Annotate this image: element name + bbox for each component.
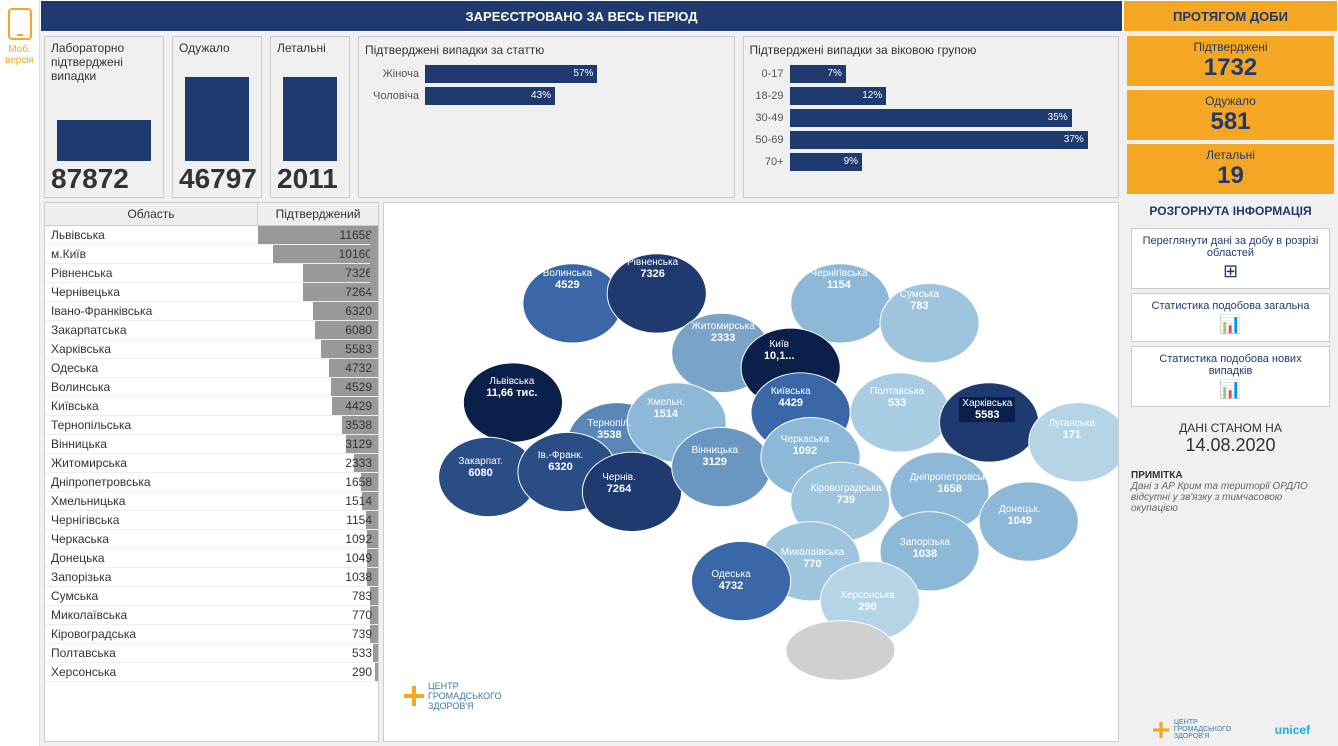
chart-icon: 📊 bbox=[1138, 314, 1323, 335]
info-button-0[interactable]: Переглянути дані за добу в розрізі облас… bbox=[1131, 228, 1330, 289]
table-row[interactable]: Київська 4429 bbox=[45, 397, 378, 416]
map-region-label: Херсонська290 bbox=[840, 590, 894, 613]
table-row[interactable]: Хмельницька 1514 bbox=[45, 492, 378, 511]
phone-icon bbox=[8, 8, 32, 40]
footer-logos: ЦЕНТР ГРОМАДСЬКОГО ЗДОРОВ'Я unicef bbox=[1123, 713, 1338, 746]
table-row[interactable]: Волинська 4529 bbox=[45, 378, 378, 397]
age-bar: 70+ 9% bbox=[750, 153, 1113, 171]
table-row[interactable]: Херсонська 290 bbox=[45, 663, 378, 682]
note-section: ПРИМІТКА Дані з АР Крим та території ОРД… bbox=[1131, 470, 1330, 514]
daily-stat-1: Одужало581 bbox=[1127, 90, 1334, 140]
map-region-label: Волинська4529 bbox=[543, 268, 592, 291]
map-region-label: Київська4429 bbox=[771, 386, 811, 409]
daily-header: ПРОТЯГОМ ДОБИ bbox=[1123, 0, 1338, 32]
map-region-label: Сумська783 bbox=[900, 289, 939, 312]
table-row[interactable]: Черкаська 1092 bbox=[45, 530, 378, 549]
total-stat-0: Лабораторно підтверджені випадки 87872 bbox=[44, 36, 164, 198]
table-row[interactable]: Дніпропетровська 1658 bbox=[45, 473, 378, 492]
map-region-label: Тернопіл.3538 bbox=[587, 418, 631, 441]
total-stat-1: Одужало 46797 bbox=[172, 36, 262, 198]
ukraine-map[interactable]: ЦЕНТР ГРОМАДСЬКОГО ЗДОРОВ'Я Волинська452… bbox=[383, 202, 1119, 742]
map-region-label: Луганська171 bbox=[1049, 418, 1096, 441]
region-shape[interactable] bbox=[939, 383, 1038, 462]
unicef-logo: unicef bbox=[1275, 723, 1310, 737]
map-region-label: Ів.-Франк.6320 bbox=[538, 450, 584, 473]
map-region-label: Житомирська2333 bbox=[691, 321, 754, 344]
table-row[interactable]: Львівська 11658 bbox=[45, 226, 378, 245]
map-region-label: Полтавська533 bbox=[870, 386, 924, 409]
table-row[interactable]: Запорізька 1038 bbox=[45, 568, 378, 587]
total-stat-2: Летальні 2011 bbox=[270, 36, 350, 198]
info-section-title: РОЗГОРНУТА ІНФОРМАЦІЯ bbox=[1123, 204, 1338, 218]
mobile-version-strip[interactable]: Моб.версія bbox=[0, 0, 40, 746]
map-region-label: Дніпропетровськ.1658 bbox=[910, 472, 990, 495]
main-header: ЗАРЕЄСТРОВАНО ЗА ВЕСЬ ПЕРІОД bbox=[40, 0, 1123, 32]
table-row[interactable]: Рівненська 7326 bbox=[45, 264, 378, 283]
region-shape[interactable] bbox=[1029, 403, 1118, 482]
map-region-label: Кіровоградська739 bbox=[811, 483, 882, 506]
map-region-label: Львівська11,66 тис. bbox=[483, 375, 540, 400]
map-region-label: Миколаївська770 bbox=[781, 547, 845, 570]
table-row[interactable]: Миколаївська 770 bbox=[45, 606, 378, 625]
map-region-label: Одеська4732 bbox=[711, 569, 750, 592]
info-button-2[interactable]: Статистика подобова нових випадків📊 bbox=[1131, 346, 1330, 407]
age-bar: 18-29 12% bbox=[750, 87, 1113, 105]
org-logo: ЦЕНТР ГРОМАДСЬКОГО ЗДОРОВ'Я bbox=[404, 681, 502, 711]
table-row[interactable]: Полтавська 533 bbox=[45, 644, 378, 663]
age-bar: 50-69 37% bbox=[750, 131, 1113, 149]
map-region-label: Донецьк.1049 bbox=[999, 504, 1041, 527]
map-region-label: Запорізька1038 bbox=[900, 537, 950, 560]
table-row[interactable]: Вінницька 3129 bbox=[45, 435, 378, 454]
age-chart: Підтверджені випадки за віковою групою 0… bbox=[743, 36, 1120, 198]
gender-bar: Чоловіча 43% bbox=[365, 87, 728, 105]
crimea-shape bbox=[786, 621, 895, 681]
table-row[interactable]: Харківська 5583 bbox=[45, 340, 378, 359]
table-row[interactable]: Закарпатська 6080 bbox=[45, 321, 378, 340]
table-row[interactable]: Сумська 783 bbox=[45, 587, 378, 606]
info-button-1[interactable]: Статистика подобова загальна📊 bbox=[1131, 293, 1330, 342]
map-region-label: Черкаська1092 bbox=[781, 434, 829, 457]
gender-chart: Підтверджені випадки за статтю Жіноча 57… bbox=[358, 36, 735, 198]
map-region-label: Рівненська7326 bbox=[627, 257, 678, 280]
table-row[interactable]: Чернівецька 7264 bbox=[45, 283, 378, 302]
table-row[interactable]: Житомирська 2333 bbox=[45, 454, 378, 473]
daily-stat-0: Підтверджені1732 bbox=[1127, 36, 1334, 86]
table-row[interactable]: Кіровоградська 739 bbox=[45, 625, 378, 644]
region-shape[interactable] bbox=[850, 373, 949, 452]
mobile-label: Моб.версія bbox=[5, 44, 34, 66]
daily-stat-2: Летальні19 bbox=[1127, 144, 1334, 194]
map-region-label: Харківська5583 bbox=[959, 397, 1015, 422]
chart-icon: ⊞ bbox=[1138, 261, 1323, 282]
age-bar: 0-17 7% bbox=[750, 65, 1113, 83]
table-row[interactable]: Чернігівська 1154 bbox=[45, 511, 378, 530]
table-row[interactable]: Одеська 4732 bbox=[45, 359, 378, 378]
map-region-label: Закарпат.6080 bbox=[458, 456, 502, 479]
scrollbar-handle[interactable] bbox=[370, 233, 378, 293]
table-row[interactable]: Донецька 1049 bbox=[45, 549, 378, 568]
table-row[interactable]: м.Київ 10160 bbox=[45, 245, 378, 264]
age-bar: 30-49 35% bbox=[750, 109, 1113, 127]
table-row[interactable]: Тернопільська 3538 bbox=[45, 416, 378, 435]
table-header-region[interactable]: Область bbox=[45, 203, 258, 225]
table-row[interactable]: Івано-Франківська 6320 bbox=[45, 302, 378, 321]
date-section: ДАНІ СТАНОМ НА 14.08.2020 bbox=[1127, 421, 1334, 456]
region-table: Область Підтверджений Львівська 11658 м.… bbox=[44, 202, 379, 742]
gender-bar: Жіноча 57% bbox=[365, 65, 728, 83]
map-region-label: Чернігівська1154 bbox=[811, 268, 868, 291]
map-region-label: Вінницька3129 bbox=[691, 445, 738, 468]
table-header-confirmed[interactable]: Підтверджений bbox=[258, 203, 378, 225]
chart-icon: 📊 bbox=[1138, 379, 1323, 400]
map-region-label: Хмельн.1514 bbox=[647, 397, 685, 420]
map-region-label: Київ10,1... bbox=[761, 338, 798, 363]
map-region-label: Чернів.7264 bbox=[602, 472, 636, 495]
